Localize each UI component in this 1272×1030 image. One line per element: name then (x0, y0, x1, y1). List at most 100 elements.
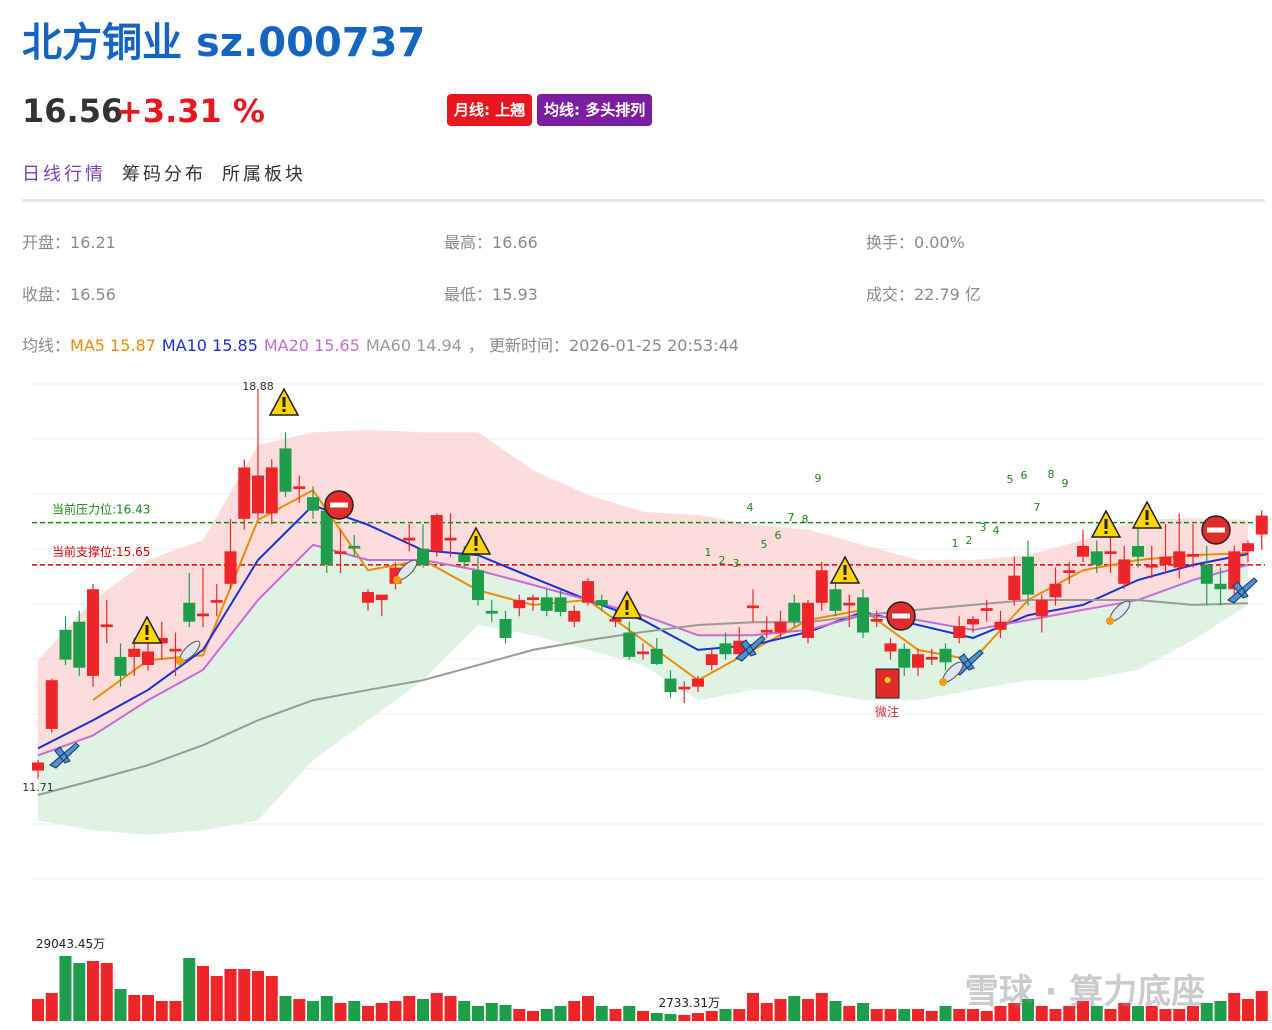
stat-value: 15.93 (492, 285, 538, 304)
count-label: 9 (1062, 477, 1069, 490)
candle-body (527, 597, 539, 601)
stat-value: 16.56 (70, 285, 116, 304)
candle-body (1214, 583, 1227, 590)
stat-value: 0.00% (914, 233, 965, 252)
candle-body (197, 613, 209, 617)
volume-bar (733, 1009, 746, 1021)
candle-body (45, 680, 58, 729)
stat: 开盘：16.21 (22, 229, 116, 253)
count-label: 4 (993, 524, 1000, 537)
volume-bar (362, 1005, 374, 1021)
volume-bar (1035, 1005, 1048, 1021)
candle-body (967, 619, 979, 625)
stop-bar (892, 613, 910, 619)
volume-bar (1200, 1002, 1213, 1021)
rocket-flame (939, 678, 947, 686)
volume-bar (719, 1009, 732, 1021)
ma-name: MA20 (263, 336, 309, 355)
volume-bar (939, 1005, 952, 1021)
stat-value: 22.79 亿 (914, 285, 981, 304)
candle-body (925, 656, 938, 660)
candle-body (582, 581, 594, 603)
high-label: 18.88 (242, 380, 274, 393)
candle-body (540, 597, 553, 611)
candle-body (843, 602, 856, 606)
volume-bar (1145, 1005, 1158, 1021)
ma-line (37, 599, 1249, 796)
volume-bar (1008, 1002, 1021, 1021)
volume-bar (334, 1002, 347, 1021)
volume-bar (417, 999, 429, 1021)
count-label: 6 (775, 529, 782, 542)
candle-body (898, 648, 911, 668)
ma-legend-item: MA60 14.94 (366, 336, 462, 355)
candle-body (623, 632, 636, 657)
candle-body (417, 548, 429, 565)
volume-bar (870, 1009, 883, 1021)
count-label: 2 (966, 534, 973, 547)
volume-bar (389, 1000, 402, 1021)
stock-name: 北方铜业 (22, 20, 182, 66)
volume-bar (1242, 999, 1254, 1021)
candle-body (884, 643, 897, 652)
count-label: 8 (802, 513, 809, 526)
volume-bar (705, 1010, 718, 1021)
candle-body (1242, 543, 1254, 552)
volume-bar (554, 1005, 567, 1021)
stat-label: 最高： (444, 233, 493, 252)
warning-mark (282, 409, 286, 412)
volume-bar (375, 1002, 388, 1021)
tab[interactable]: 筹码分布 (122, 164, 206, 185)
candle-body (114, 656, 127, 676)
tab[interactable]: 所属板块 (222, 164, 306, 185)
candle-body (128, 648, 141, 657)
candle-body (829, 589, 842, 611)
count-label: 7 (1034, 501, 1041, 514)
volume-bar (595, 1005, 608, 1021)
volume-bar (210, 975, 223, 1021)
volume-bar (967, 1009, 979, 1021)
volume-bar (582, 995, 594, 1021)
volume-bar (128, 995, 141, 1021)
candle-body (142, 651, 154, 666)
candle-body (430, 515, 443, 552)
stock-title: 北方铜业 sz.000737 (22, 10, 425, 68)
candle-body (238, 467, 251, 519)
candle-body (472, 570, 484, 601)
stat-label: 开盘： (22, 233, 71, 252)
candle-body (568, 610, 581, 622)
note-dot (884, 677, 891, 683)
candle-body (912, 654, 924, 668)
volume-bar (788, 995, 801, 1021)
warning-mark (145, 637, 149, 640)
badge: 月线: 上翘 (447, 94, 533, 126)
candle-body (1063, 570, 1076, 573)
warning-mark (843, 577, 847, 580)
candle-body (1200, 564, 1213, 584)
candle-body (375, 594, 388, 601)
ma-current: 15.87 (110, 336, 156, 355)
ma-label: 均线： (22, 336, 71, 355)
volume-bar (279, 995, 292, 1021)
volume-bar (1228, 992, 1241, 1021)
update-label: 更新时间： (489, 336, 570, 355)
candle-body (169, 648, 182, 652)
ma-legend-item: MA5 15.87 (70, 336, 156, 355)
tabs: 日线行情 筹码分布 所属板块 (22, 160, 322, 186)
count-label: 1 (952, 537, 959, 550)
volume-bar (348, 1000, 361, 1021)
volume-bar (843, 1005, 856, 1021)
volume-label: 2733.31万 (658, 996, 720, 1010)
tab[interactable]: 日线行情 (22, 164, 106, 185)
watermark: 雪球 · 算力底座 (965, 972, 1206, 1012)
stat-value: 16.21 (70, 233, 116, 252)
candle-body (815, 570, 828, 603)
volume-bar (650, 1012, 663, 1021)
candle-body (59, 629, 72, 660)
volume-bar (1077, 1000, 1089, 1021)
stat-label: 收盘： (22, 285, 71, 304)
volume-bar (252, 970, 264, 1021)
volume-bar (142, 995, 154, 1021)
volume-bar (485, 1002, 498, 1021)
note-icon (875, 668, 900, 699)
